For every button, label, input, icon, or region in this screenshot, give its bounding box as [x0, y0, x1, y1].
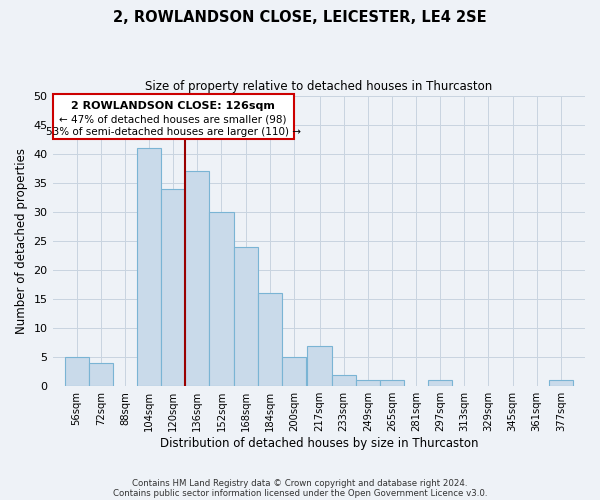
- Text: 2 ROWLANDSON CLOSE: 126sqm: 2 ROWLANDSON CLOSE: 126sqm: [71, 102, 275, 112]
- Bar: [428, 380, 452, 386]
- Bar: [65, 357, 89, 386]
- Text: 53% of semi-detached houses are larger (110) →: 53% of semi-detached houses are larger (…: [46, 127, 301, 137]
- Y-axis label: Number of detached properties: Number of detached properties: [15, 148, 28, 334]
- Bar: [209, 212, 233, 386]
- Bar: [332, 374, 356, 386]
- Bar: [549, 380, 573, 386]
- Text: Contains HM Land Registry data © Crown copyright and database right 2024.: Contains HM Land Registry data © Crown c…: [132, 478, 468, 488]
- Text: 2, ROWLANDSON CLOSE, LEICESTER, LE4 2SE: 2, ROWLANDSON CLOSE, LEICESTER, LE4 2SE: [113, 10, 487, 25]
- Bar: [161, 188, 185, 386]
- Title: Size of property relative to detached houses in Thurcaston: Size of property relative to detached ho…: [145, 80, 493, 93]
- Bar: [356, 380, 380, 386]
- Text: ← 47% of detached houses are smaller (98): ← 47% of detached houses are smaller (98…: [59, 114, 287, 124]
- Bar: [380, 380, 404, 386]
- Bar: [233, 246, 257, 386]
- Bar: [89, 363, 113, 386]
- Text: Contains public sector information licensed under the Open Government Licence v3: Contains public sector information licen…: [113, 488, 487, 498]
- Bar: [282, 357, 306, 386]
- Bar: [185, 171, 209, 386]
- FancyBboxPatch shape: [53, 94, 294, 139]
- Bar: [307, 346, 332, 386]
- X-axis label: Distribution of detached houses by size in Thurcaston: Distribution of detached houses by size …: [160, 437, 478, 450]
- Bar: [137, 148, 161, 386]
- Bar: [257, 293, 282, 386]
